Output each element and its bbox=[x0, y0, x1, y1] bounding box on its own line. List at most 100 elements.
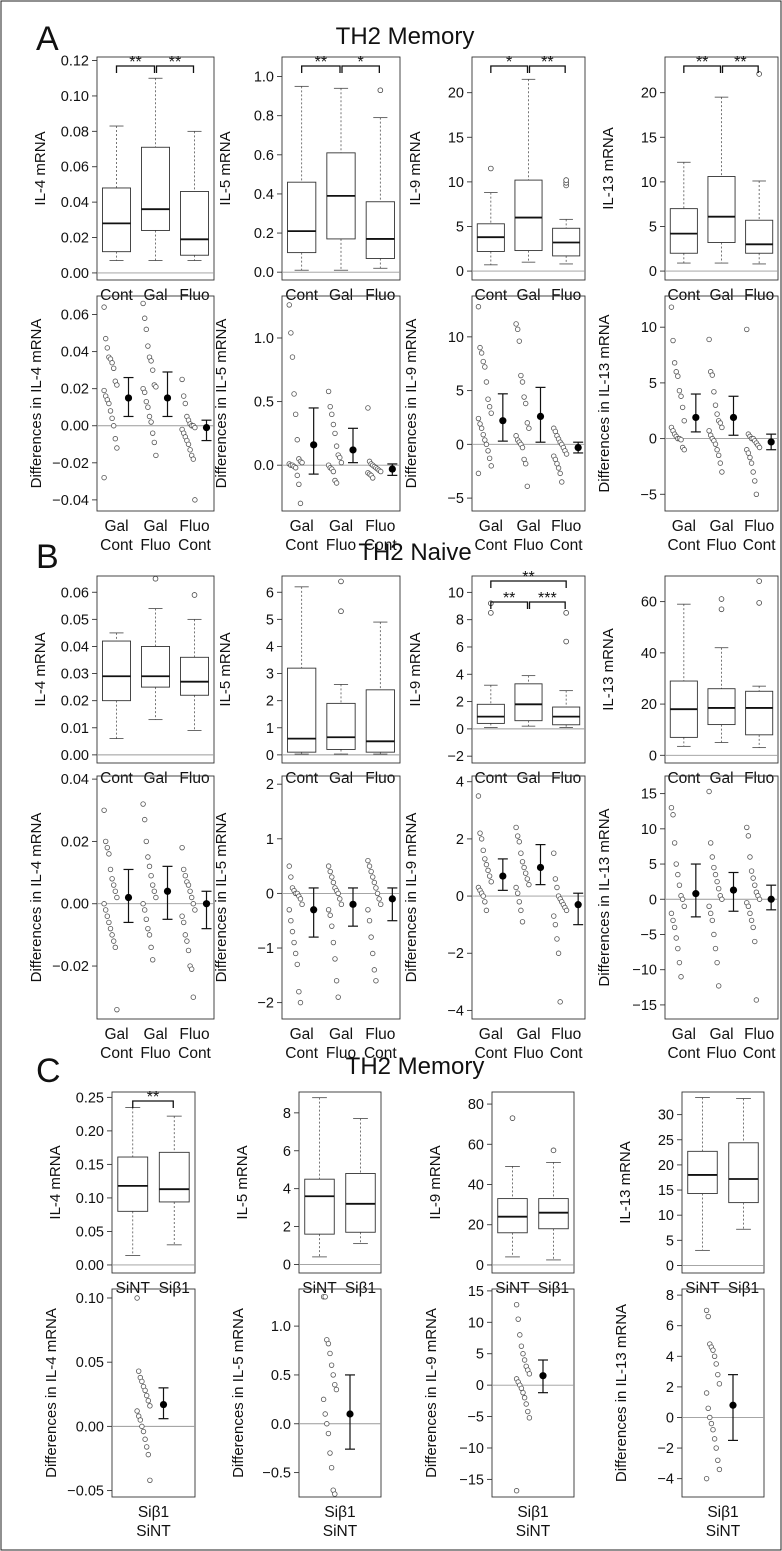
data-point bbox=[488, 879, 494, 885]
outlier-point bbox=[152, 575, 159, 582]
data-point bbox=[478, 836, 485, 842]
data-point bbox=[668, 304, 675, 310]
data-point bbox=[134, 1408, 140, 1414]
box-iqr bbox=[102, 187, 131, 253]
mean-point bbox=[729, 413, 738, 422]
x-tick-label: Gal bbox=[290, 1026, 314, 1043]
mean-point bbox=[124, 893, 133, 902]
data-point bbox=[678, 974, 684, 980]
mean-point bbox=[536, 863, 545, 872]
plot-frame bbox=[111, 1288, 196, 1498]
data-point bbox=[297, 896, 304, 902]
data-point bbox=[752, 882, 758, 888]
box-iqr bbox=[497, 1198, 528, 1234]
data-point bbox=[370, 950, 376, 957]
y-tick-label: 2 bbox=[456, 695, 464, 711]
panel-letter-b: B bbox=[36, 538, 59, 576]
data-point bbox=[107, 866, 114, 873]
data-point bbox=[483, 379, 490, 385]
panel-title-b: TH2 Naive bbox=[358, 539, 471, 566]
x-tick-label: Cont bbox=[667, 537, 700, 554]
data-point bbox=[338, 901, 345, 908]
y-tick-label: 0 bbox=[456, 437, 464, 453]
x-tick-label: Cont bbox=[667, 1045, 700, 1062]
significance-bracket bbox=[155, 65, 195, 73]
data-point bbox=[332, 430, 338, 437]
data-point bbox=[485, 448, 491, 454]
y-tick-label: 0 bbox=[456, 264, 464, 280]
data-point bbox=[325, 863, 332, 869]
data-point bbox=[368, 868, 374, 875]
y-tick-label: 0 bbox=[266, 886, 274, 902]
box-iqr bbox=[707, 688, 736, 726]
data-point bbox=[712, 441, 719, 447]
chart-b-il4-diff: −0.02 0.00 0.02 0.04 Differences in IL-4 mRN… bbox=[28, 772, 215, 1062]
data-point bbox=[516, 899, 522, 905]
outlier-point bbox=[338, 578, 344, 585]
data-point bbox=[515, 326, 521, 333]
y-axis-label: Differences in IL-5 mRNA bbox=[213, 813, 230, 983]
box-iqr bbox=[514, 683, 543, 722]
x-tick-label: Gal bbox=[143, 770, 167, 787]
data-point bbox=[330, 939, 337, 946]
data-point bbox=[139, 1423, 145, 1430]
y-axis-label: Differences in IL-9 mRNA bbox=[403, 813, 420, 983]
mean-point bbox=[310, 906, 318, 914]
data-point bbox=[368, 934, 374, 940]
data-point bbox=[143, 1444, 150, 1450]
outlier-point bbox=[191, 592, 198, 598]
x-tick-label: Gal bbox=[143, 518, 167, 535]
x-tick-label: Fluo bbox=[326, 537, 356, 554]
x-tick-label: Siβ1 bbox=[517, 1504, 548, 1521]
mean-point bbox=[574, 901, 582, 909]
data-point bbox=[106, 851, 112, 857]
outlier-point bbox=[509, 1115, 516, 1121]
data-point bbox=[482, 364, 488, 370]
data-point bbox=[365, 405, 371, 411]
data-point bbox=[110, 882, 117, 888]
data-point bbox=[110, 365, 117, 371]
y-tick-label: 4 bbox=[283, 1182, 291, 1198]
x-tick-label: Cont bbox=[667, 770, 700, 787]
data-point bbox=[292, 950, 299, 957]
panel-letter-c: C bbox=[36, 1052, 61, 1090]
data-point bbox=[106, 919, 112, 926]
data-point bbox=[516, 338, 522, 344]
mean-point bbox=[124, 394, 133, 402]
x-tick-label: Cont bbox=[100, 1045, 133, 1062]
data-point bbox=[332, 956, 338, 962]
mean-point bbox=[202, 423, 211, 432]
data-point bbox=[676, 387, 683, 394]
data-point bbox=[552, 921, 559, 928]
data-point bbox=[518, 850, 524, 856]
data-point bbox=[137, 1417, 143, 1423]
plot-frame bbox=[111, 1091, 196, 1274]
data-point bbox=[675, 373, 681, 379]
data-point bbox=[486, 873, 493, 879]
data-point bbox=[482, 899, 488, 905]
y-axis-label: IL-13 mRNA bbox=[600, 127, 617, 210]
data-point bbox=[335, 890, 341, 897]
data-point bbox=[110, 423, 117, 429]
x-tick-label: Fluo bbox=[551, 1026, 581, 1043]
data-point bbox=[104, 345, 110, 351]
mean-point bbox=[346, 1410, 354, 1418]
y-tick-label: 6 bbox=[283, 1144, 291, 1160]
outlier-point bbox=[338, 608, 344, 615]
data-point bbox=[673, 861, 679, 867]
data-point bbox=[329, 411, 335, 418]
mean-point bbox=[388, 895, 396, 903]
data-point bbox=[296, 481, 302, 487]
data-point bbox=[330, 421, 337, 428]
x-tick-label: Cont bbox=[743, 537, 776, 554]
data-point bbox=[706, 428, 712, 434]
significance-bracket bbox=[490, 580, 567, 588]
data-point bbox=[149, 430, 156, 436]
y-tick-label: −5 bbox=[467, 1410, 484, 1426]
x-tick-label: SiNT bbox=[685, 1280, 720, 1297]
chart-c-il13-diff: −4 −2 0 2 4 6 8 Differences in IL-13 mRNA Siβ1 Si… bbox=[613, 1288, 765, 1540]
mean-point bbox=[729, 886, 738, 894]
x-tick-label: Gal bbox=[290, 518, 314, 535]
